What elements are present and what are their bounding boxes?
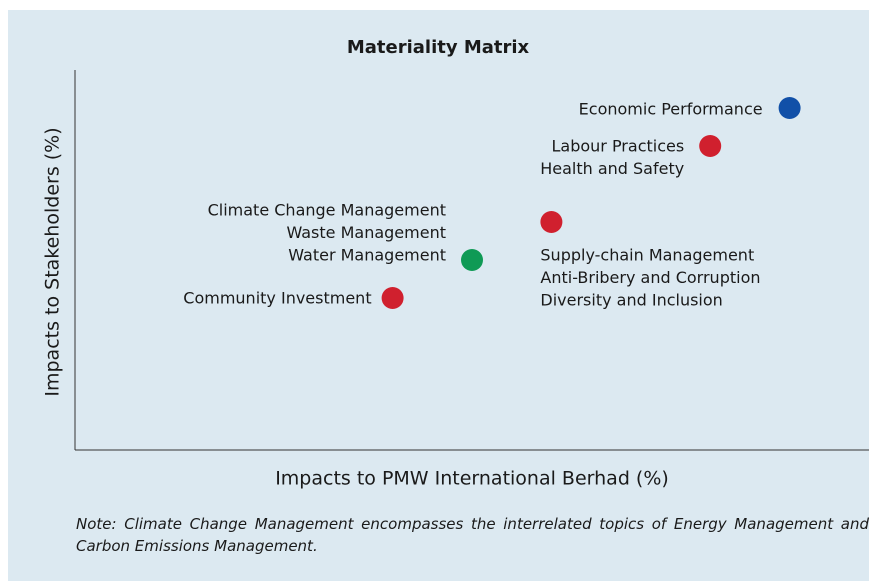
point-label: Community Investment	[183, 289, 371, 308]
x-axis-label: Impacts to PMW International Berhad (%)	[275, 468, 669, 490]
chart: Materiality Matrix Impacts to PMW Intern…	[42, 37, 869, 490]
point	[461, 249, 483, 271]
point-label: Supply-chain Management	[540, 246, 754, 265]
y-axis-label: Impacts to Stakeholders (%)	[42, 127, 64, 396]
point-label: Water Management	[288, 246, 446, 265]
point-label: Health and Safety	[540, 159, 684, 178]
point	[778, 97, 801, 119]
chart-title: Materiality Matrix	[347, 37, 530, 58]
point-label: Anti-Bribery and Corruption	[540, 268, 760, 287]
point	[381, 287, 404, 309]
note: Note: Climate Change Management encompas…	[76, 515, 869, 555]
point-label: Diversity and Inclusion	[540, 291, 722, 310]
panel	[8, 10, 869, 581]
point-label: Waste Management	[286, 223, 446, 242]
point	[540, 211, 563, 233]
point-label: Climate Change Management	[208, 201, 446, 220]
point	[699, 135, 722, 157]
point-label: Economic Performance	[579, 100, 763, 119]
point-label: Labour Practices	[551, 137, 684, 156]
